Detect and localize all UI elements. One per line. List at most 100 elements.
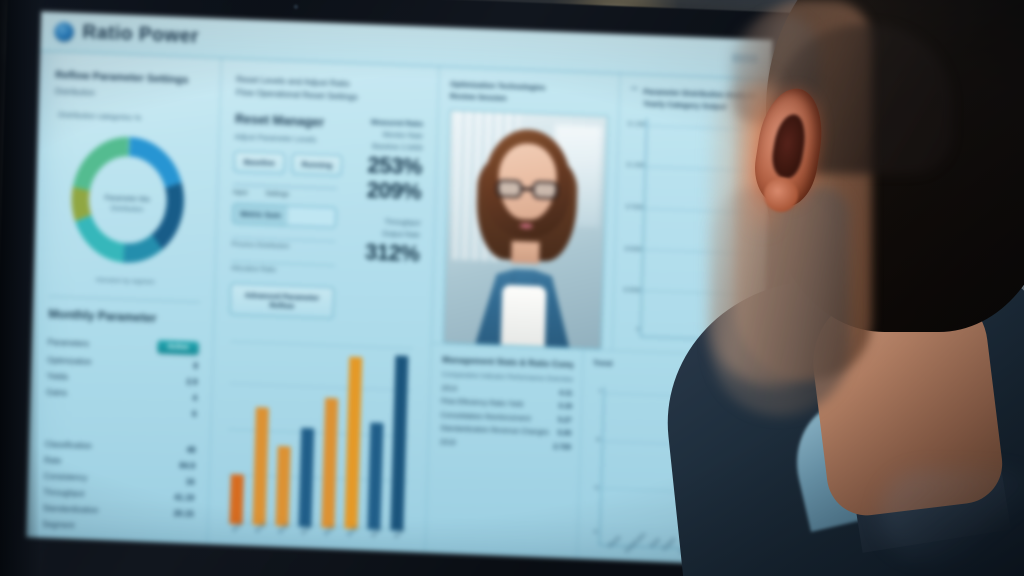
y-tick-label: $ 1.00B: [626, 162, 645, 170]
list-item-label: Optimization: [46, 355, 92, 367]
list-item-value: 6: [192, 409, 197, 419]
x-tick-label: 2024: [392, 527, 406, 541]
titlebar-spacer: [208, 37, 723, 57]
bar[interactable]: [298, 427, 314, 528]
y-tick-label: $ 500M: [624, 245, 642, 253]
field-label-input: Input: [232, 189, 248, 197]
y-tick-label: T: [598, 389, 602, 396]
bar[interactable]: [229, 474, 244, 525]
list-item-value: 4: [192, 393, 198, 403]
trend-chart-title: Trend: [593, 360, 613, 369]
circle-logo-icon: [54, 21, 74, 42]
sidebar-panel: Reflow Parameter Settings Distribution D…: [26, 51, 222, 545]
table-cell-value: 2.729: [553, 443, 571, 451]
left-edge-falloff: [0, 0, 40, 576]
viewer-person: [653, 0, 1024, 576]
reset-settings-panel: Reset Levels and Adjust Ratio Flow Opera…: [207, 58, 440, 553]
sidebar-section-subtitle: Distribution: [54, 87, 95, 98]
sidebar-divider: [48, 296, 200, 304]
meta-label-1: Process Distribution: [231, 241, 290, 251]
list-item-label: Parameters: [47, 337, 90, 349]
glasses-lens-left: [495, 179, 522, 199]
field-label-row: Input Settings: [233, 189, 337, 200]
field-label-settings: Settings: [265, 190, 290, 199]
list-item-value: 48: [186, 445, 196, 455]
bar[interactable]: [275, 445, 291, 527]
list-item-value: 41.19: [174, 492, 195, 503]
list-item-value: 8: [193, 361, 199, 371]
list-item-label: Classification: [44, 439, 92, 451]
y-tick-label: $ 1.25B: [627, 121, 646, 128]
reset-form: Reset Manager Adjust Parameter Levels Ba…: [229, 112, 343, 320]
more-options-icon[interactable]: •••: [631, 86, 638, 93]
glasses-bridge: [521, 187, 532, 191]
presenter-neck: [510, 240, 540, 264]
meta-row-2: Allocation Ratio: [231, 261, 335, 276]
form-subtitle: Adjust Parameter Levels: [234, 132, 317, 145]
kpi-column: Measured Ratio Monitor Rate Baseline 2.0…: [343, 117, 423, 323]
y-tick-label: R: [596, 437, 601, 444]
advanced-reflow-button[interactable]: Advanced Parameter Reflow: [229, 283, 335, 320]
field-divider: [233, 184, 338, 190]
sidebar-section-title: Reflow Parameter Settings: [55, 68, 189, 87]
table-title: Management Stats & Ratio Comparison: [442, 354, 574, 370]
list-item-label: Gains: [46, 387, 68, 398]
bar-group: [225, 333, 412, 531]
bar[interactable]: [367, 422, 384, 531]
list-item-label: Consistency: [43, 471, 88, 483]
eyeglasses-icon: [495, 179, 558, 201]
meta-row-1: Process Distribution: [231, 237, 336, 252]
app-body: Reflow Parameter Settings Distribution D…: [26, 51, 772, 566]
video-feed[interactable]: [442, 109, 609, 350]
bar-chart-plot: [225, 333, 413, 531]
person-earlobe: [764, 178, 798, 212]
y-tick-label: E: [593, 529, 598, 536]
presenter-lips: [519, 223, 533, 230]
page-title: Ratio Power: [82, 21, 200, 48]
table-cell-value: 3.18: [558, 402, 573, 411]
mode-toggle-group: Baseline Running: [233, 151, 343, 177]
donut-chart[interactable]: Parameter Mix Distribution: [59, 124, 195, 277]
donut-footer-label: Allocation by segment: [95, 278, 155, 287]
running-button[interactable]: Running: [291, 153, 343, 177]
bezel-sensor-dot: [293, 4, 299, 10]
donut-center-label: Parameter Mix Distribution: [84, 192, 171, 217]
input-prefix-label: Metric Sum: [233, 204, 289, 226]
metric-sum-input[interactable]: [287, 206, 336, 228]
list-item-label: Standardization: [42, 503, 99, 515]
list-item-label: Throughput: [43, 487, 85, 499]
list-item-value: 2.9: [186, 377, 198, 387]
donut-chart-caption: Distribution categories %: [58, 110, 142, 123]
glasses-lens-right: [531, 181, 558, 201]
bar[interactable]: [321, 398, 338, 529]
y-tick-label: $ 750M: [625, 204, 643, 212]
person-shoulder-highlight: [880, 470, 1024, 560]
meta-label-2: Allocation Ratio: [230, 265, 277, 275]
person-beard: [710, 186, 850, 416]
list-item-value: 84.9: [179, 460, 196, 471]
y-tick-label: 0: [636, 327, 640, 334]
metric-sum-input-group[interactable]: Metric Sum: [232, 203, 337, 229]
monitor-screen: Ratio Power Reflow Parameter Settings Di…: [26, 11, 773, 566]
list-item-label: Segment: [42, 519, 75, 530]
sidebar-list-title: Monthly Parameter: [48, 307, 157, 326]
stats-table-panel: Management Stats & Ratio Comparison Comp…: [425, 343, 584, 559]
list-item-value: 16: [185, 477, 195, 487]
y-tick-label: $ 250M: [623, 287, 641, 295]
list-item-label: Yields: [46, 371, 69, 382]
baseline-button[interactable]: Baseline: [233, 151, 286, 175]
bar[interactable]: [252, 406, 269, 526]
kpi-value-3: 312%: [364, 239, 420, 267]
presenter-shirt: [500, 284, 546, 347]
table-cell-label: 2014: [441, 384, 458, 393]
status-badge: Active: [157, 340, 199, 355]
video-panel: Optimization Technologies Review Session: [431, 67, 621, 351]
form-title: Reset Manager: [234, 112, 325, 130]
bar[interactable]: [344, 357, 363, 530]
kpi-value-2: 209%: [366, 176, 422, 205]
kpi-value-1: 253%: [367, 152, 423, 180]
bar[interactable]: [390, 355, 409, 531]
table-cell-value: 5.05: [557, 429, 572, 438]
yearly-bar-chart[interactable]: 2017 2018 2019 2020 2021 2022 2023 2024: [223, 327, 417, 552]
